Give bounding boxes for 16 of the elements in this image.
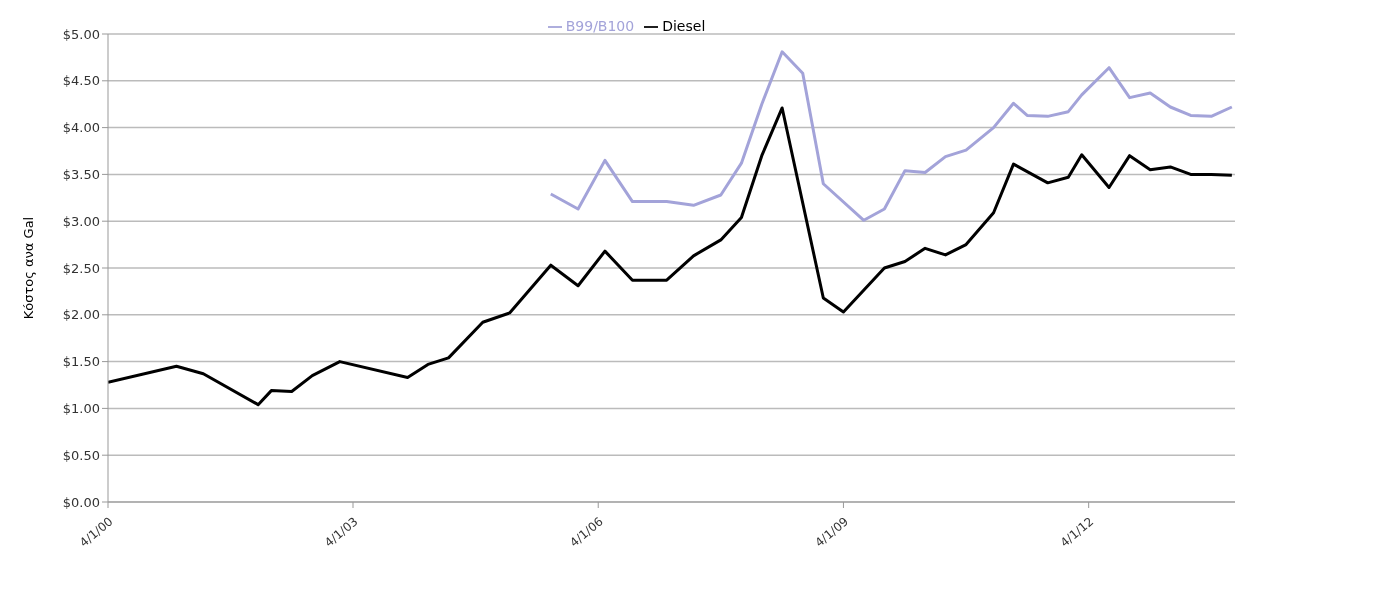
y-tick-label: $3.50 — [62, 167, 100, 183]
line-series — [549, 50, 1234, 222]
legend-label: Diesel — [662, 18, 706, 34]
y-tick-label: $4.50 — [62, 73, 100, 89]
y-axis-title: Κόστος ανα Gal — [20, 216, 36, 320]
legend-label: B99/B100 — [565, 18, 635, 34]
y-tick-label: $0.50 — [62, 447, 100, 463]
y-tick-label: $2.50 — [62, 260, 100, 276]
line-series — [108, 106, 1234, 407]
y-tick-label: $5.00 — [62, 26, 100, 42]
y-tick-label: $1.00 — [62, 401, 100, 417]
y-tick-label: $1.50 — [62, 354, 100, 370]
y-tick-label: $0.00 — [62, 494, 100, 510]
y-tick-label: $4.00 — [62, 120, 100, 136]
y-tick-label: $3.00 — [62, 213, 100, 229]
y-tick-label: $2.00 — [62, 307, 100, 323]
